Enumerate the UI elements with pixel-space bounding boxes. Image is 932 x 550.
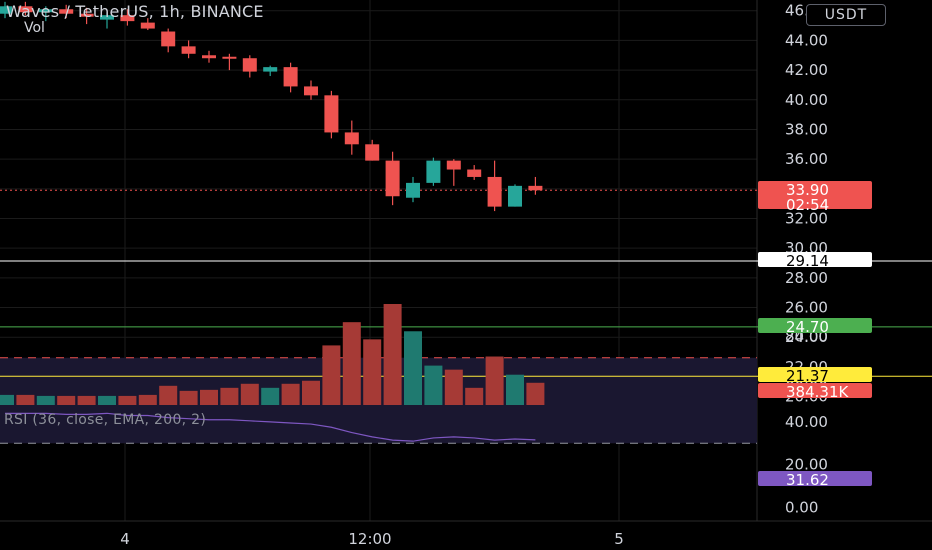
candle-body	[467, 169, 482, 177]
candle-body	[508, 185, 522, 207]
volume-bar	[424, 365, 443, 405]
rsi-line	[5, 412, 536, 442]
level-tag-green-bg	[758, 318, 872, 333]
level-tag-white: 29.14	[786, 252, 829, 270]
candle-body	[528, 185, 543, 191]
level-tag-green: 24.70	[786, 318, 829, 336]
volume-tag-bg	[758, 383, 872, 398]
volume-tag: 384.31K	[786, 383, 849, 401]
volume-bar	[404, 331, 422, 405]
time-axis[interactable]: 4 12:00 5	[120, 530, 624, 548]
volume-bar	[526, 382, 545, 405]
candle-body	[38, 9, 53, 13]
level-tag-yellow-bg	[758, 367, 872, 382]
volume-bar	[36, 395, 55, 405]
price-tick-label: 44.00	[785, 31, 828, 49]
candle-body	[222, 56, 237, 59]
candle-body	[263, 67, 278, 72]
candle-body	[242, 58, 257, 72]
time-tick-label: 4	[120, 530, 130, 548]
price-tick-label: 38.00	[785, 120, 828, 138]
candle-body	[406, 182, 420, 198]
volume-bar	[444, 369, 463, 405]
current-price-tag: 02:54	[786, 196, 829, 214]
volume-bar	[200, 389, 218, 405]
candle-body	[426, 160, 441, 183]
volume-bar	[0, 394, 14, 405]
volume-bar	[302, 380, 320, 405]
rsi-value-tag-bg	[758, 471, 872, 486]
volume-bar	[506, 374, 524, 405]
candle-body	[385, 160, 400, 197]
time-tick-label: 5	[614, 530, 624, 548]
candle-body	[79, 13, 94, 17]
price-tick-label: 40.00	[785, 91, 828, 109]
current-price-tag: 33.90	[786, 181, 829, 199]
price-tick-label: 26.00	[785, 299, 828, 317]
volume-bar	[118, 395, 137, 405]
volume-bar	[383, 304, 402, 405]
candle-body	[202, 55, 216, 59]
candle-body	[120, 15, 135, 22]
candle-body	[344, 132, 359, 145]
price-tick-label: 42.00	[785, 61, 828, 79]
volume-bar	[485, 356, 504, 405]
candle-body	[59, 9, 74, 14]
volume-bar	[322, 345, 341, 405]
candle-body	[140, 22, 155, 29]
candle-body	[181, 46, 196, 54]
currency-button[interactable]: USDT	[806, 4, 886, 26]
candle-body	[18, 6, 33, 13]
volume-bar	[77, 395, 96, 405]
volume-bar	[342, 322, 361, 405]
volume-indicator-label: Vol	[24, 20, 45, 36]
candle-body	[487, 176, 502, 207]
candle-body	[446, 160, 461, 170]
level-tag-yellow: 21.37	[786, 367, 829, 385]
price-tick-label: 36.00	[785, 150, 828, 168]
volume-bar	[261, 387, 280, 405]
candle-body	[324, 95, 339, 133]
rsi-value-tag: 31.62	[786, 471, 829, 489]
volume-bar	[138, 394, 157, 405]
chart-title: Waves / TetherUS, 1h, BINANCE	[6, 2, 264, 21]
candlesticks	[0, 1, 543, 212]
current-price-tag-bg	[758, 181, 872, 209]
volume-bar	[220, 387, 239, 405]
volume-bar	[240, 383, 259, 405]
time-tick-label: 12:00	[348, 530, 391, 548]
price-tick-label: 28.00	[785, 269, 828, 287]
volume-bars	[0, 304, 545, 405]
volume-bar	[363, 339, 382, 405]
volume-bar	[16, 394, 35, 405]
rsi-tick-label: 0.00	[785, 499, 818, 517]
volume-bar	[465, 387, 484, 405]
candle-body	[0, 6, 12, 14]
volume-bar	[179, 390, 198, 405]
level-tag-white-bg	[758, 252, 872, 267]
volume-bar	[159, 385, 178, 405]
candle-body	[365, 144, 380, 161]
volume-bar	[98, 395, 116, 405]
rsi-tick-label: 20.00	[785, 456, 828, 474]
candle-body	[304, 86, 318, 96]
rsi-indicator-label: RSI (36, close, EMA, 200, 2)	[4, 412, 207, 428]
rsi-tick-label: 40.00	[785, 413, 828, 431]
candle-body	[161, 31, 176, 47]
price-tick-label: 32.00	[785, 210, 828, 228]
volume-bar	[57, 395, 76, 405]
candle-body	[100, 15, 114, 20]
candle-body	[283, 67, 298, 87]
volume-bar	[281, 383, 300, 405]
